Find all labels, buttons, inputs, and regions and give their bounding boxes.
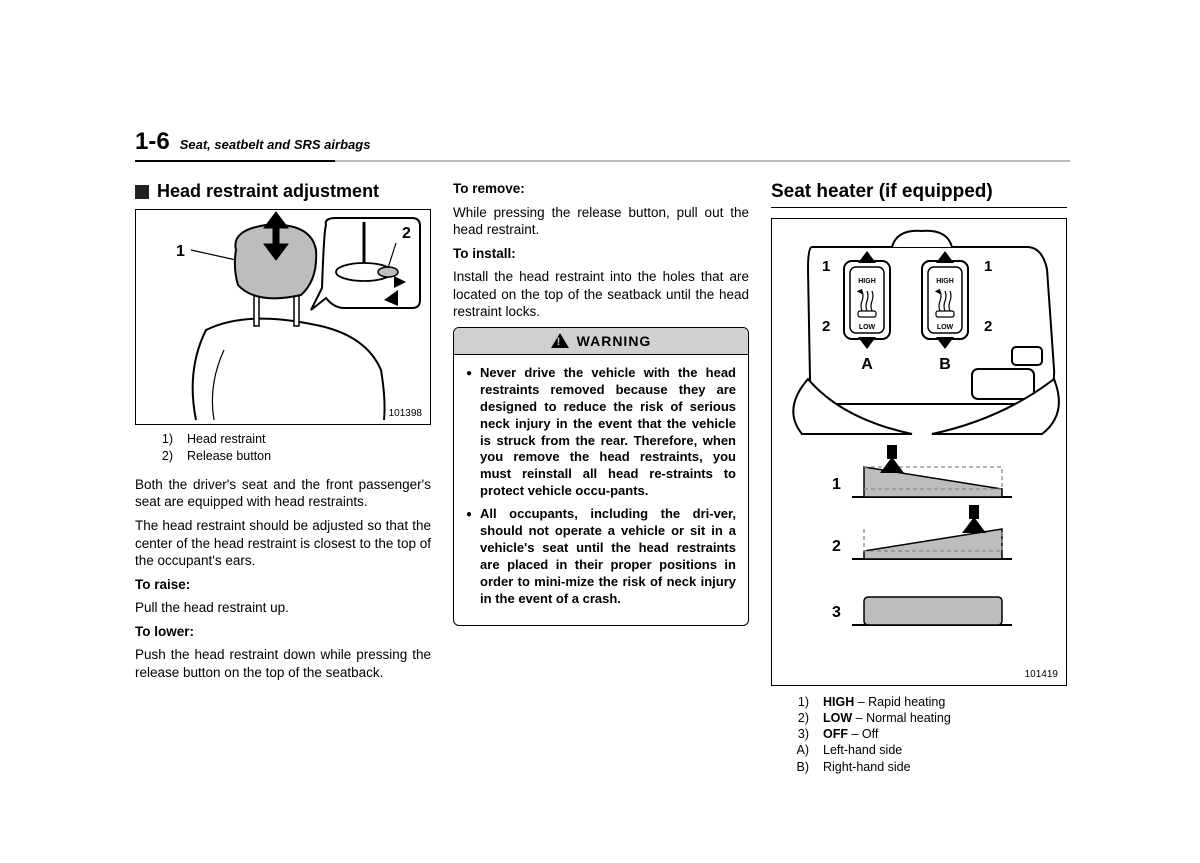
seat-heater-legend: 1)HIGH – Rapid heating 2)LOW – Normal he… <box>793 694 1067 775</box>
section-path: Seat, seatbelt and SRS airbags <box>180 137 371 152</box>
svg-text:2: 2 <box>984 318 992 335</box>
svg-text:3: 3 <box>832 604 841 621</box>
lower-label: To lower: <box>135 623 431 641</box>
warning-title-text: WARNING <box>577 332 652 350</box>
remove-label: To remove: <box>453 180 749 198</box>
callout-2: 2 <box>402 225 411 242</box>
seat-heater-heading: Seat heater (if equipped) <box>771 180 1067 205</box>
install-label: To install: <box>453 245 749 263</box>
figure-id: 101398 <box>389 407 422 420</box>
lower-text: Push the head restraint down while press… <box>135 646 431 681</box>
remove-text: While pressing the release button, pull … <box>453 204 749 239</box>
raise-label: To raise: <box>135 576 431 594</box>
head-restraint-figure: 1 2 101398 <box>135 209 431 425</box>
page-header: 1-6 Seat, seatbelt and SRS airbags <box>135 128 1070 156</box>
raise-text: Pull the head restraint up. <box>135 599 431 617</box>
warning-title-bar: WARNING <box>454 328 748 355</box>
square-bullet-icon <box>135 185 149 199</box>
svg-text:1: 1 <box>832 476 841 493</box>
svg-text:HIGH: HIGH <box>936 278 954 285</box>
warning-box: WARNING Never drive the vehicle with the… <box>453 327 749 627</box>
svg-text:LOW: LOW <box>937 324 954 331</box>
header-rule <box>135 160 1070 162</box>
page-number: 1-6 <box>135 128 170 156</box>
svg-text:HIGH: HIGH <box>858 278 876 285</box>
figure-id-2: 101419 <box>1025 668 1058 681</box>
para-intro-1: Both the driver's seat and the front pas… <box>135 476 431 511</box>
install-text: Install the head restraint into the hole… <box>453 268 749 321</box>
column-1: Head restraint adjustment <box>135 180 431 785</box>
seat-heater-figure: HIGH ◄ LOW HIGH ◄ <box>771 218 1067 686</box>
warning-body: Never drive the vehicle with the head re… <box>454 355 748 625</box>
para-intro-2: The head restraint should be adjusted so… <box>135 517 431 570</box>
svg-text:1: 1 <box>984 258 992 275</box>
head-restraint-heading: Head restraint adjustment <box>135 180 431 203</box>
warning-item-1: Never drive the vehicle with the head re… <box>480 365 736 500</box>
svg-text:A: A <box>861 356 873 373</box>
warning-triangle-icon <box>551 333 569 348</box>
svg-text:2: 2 <box>822 318 830 335</box>
svg-text:B: B <box>939 356 951 373</box>
heading-rule <box>771 207 1067 208</box>
svg-text:1: 1 <box>822 258 830 275</box>
figure-caption-list: 1)Head restraint 2)Release button <box>157 431 431 464</box>
column-2: To remove: While pressing the release bu… <box>453 180 749 785</box>
callout-1: 1 <box>176 243 185 260</box>
svg-text:LOW: LOW <box>859 324 876 331</box>
column-3: Seat heater (if equipped) HIGH <box>771 180 1067 785</box>
heading-text: Head restraint adjustment <box>157 180 379 203</box>
svg-text:2: 2 <box>832 538 841 555</box>
warning-item-2: All occupants, including the dri-ver, sh… <box>480 506 736 607</box>
